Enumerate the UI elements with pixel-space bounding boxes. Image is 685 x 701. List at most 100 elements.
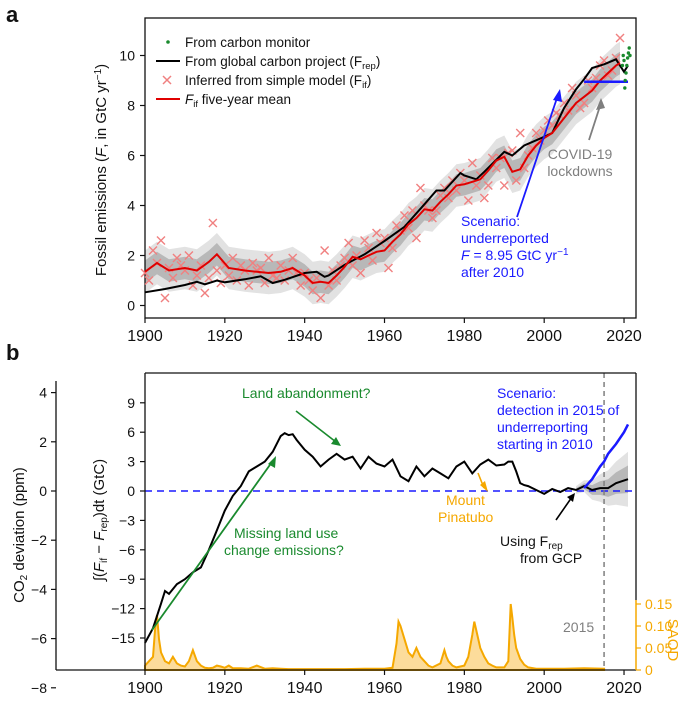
using-sub: rep	[548, 541, 563, 552]
y-tick-label-a: 8	[127, 98, 135, 114]
inferred-point	[224, 271, 234, 280]
carbon-monitor-point	[623, 78, 627, 83]
inferred-point-stroke-b	[435, 191, 445, 200]
gcp-series-line	[144, 58, 629, 294]
y-label-tail: , in GtC yr	[93, 80, 110, 148]
inferred-point-stroke-b	[571, 91, 581, 100]
gtc-tick-label: 0	[127, 483, 135, 499]
x-tick-label-b: 1980	[447, 680, 483, 697]
missing-label-line1: Missing land use	[234, 525, 338, 541]
inferred-point-stroke-b	[224, 271, 234, 280]
inferred-point-stroke-b	[344, 238, 354, 248]
scenario-b-line1: Scenario:	[497, 385, 556, 401]
inferred-point-stroke-b	[459, 176, 469, 185]
inferred-point-stroke-b	[531, 128, 541, 138]
inferred-point	[515, 128, 525, 138]
gtc-tick-label: −9	[119, 571, 135, 587]
inferred-point	[228, 253, 238, 263]
inferred-point	[168, 273, 178, 283]
inferred-point-stroke-b	[368, 256, 378, 265]
inferred-point	[340, 253, 350, 263]
inferred-point-stroke-b	[399, 211, 409, 220]
inferred-point-stroke-b	[491, 163, 501, 173]
carbon-monitor-point	[623, 86, 627, 90]
inferred-point	[212, 266, 222, 275]
gtc-f1: F	[91, 562, 108, 572]
gtc-tick-label: 9	[127, 395, 135, 411]
legend-marker-inferred	[162, 75, 172, 85]
inferred-point	[380, 233, 390, 243]
inferred-point	[391, 221, 401, 230]
y-axis-label-a: Fossil emissions (F, in GtC yr−1)	[93, 64, 111, 276]
inferred-point	[344, 238, 354, 248]
x-tick-label-a: 2000	[526, 328, 562, 345]
land-abandonment-annotation: Land abandonment?	[242, 385, 371, 446]
inferred-point	[312, 273, 322, 283]
inferred-point-stroke-b	[579, 98, 589, 108]
inferred-point-stroke-b	[384, 263, 393, 273]
carbon-monitor-point	[627, 46, 631, 50]
inferred-point-stroke-b	[308, 286, 318, 295]
scenario-a-arrowhead	[553, 89, 562, 102]
inferred-point-stroke-b	[407, 206, 417, 215]
ppm-tick-label: −6	[31, 631, 47, 647]
inferred-point-stroke-b	[519, 163, 529, 173]
inferred-point-stroke-b	[164, 263, 174, 273]
scenario-a-arrow	[516, 94, 559, 218]
inferred-point-stroke-b	[220, 261, 230, 270]
missing-arrow	[151, 461, 273, 631]
legend-inf-tail: )	[367, 73, 372, 88]
inferred-point	[471, 181, 481, 190]
missing-emissions-annotation: Missing land use change emissions?	[151, 456, 344, 631]
inferred-point	[144, 276, 154, 285]
ppm-tick-label: 2	[39, 434, 47, 450]
inferred-point-stroke-b	[296, 281, 306, 290]
covid-arrowhead	[596, 98, 605, 110]
inferred-point	[196, 261, 206, 270]
pinatubo-annotation: Mount Pinatubo	[438, 472, 493, 525]
inferred-point-stroke-b	[144, 276, 154, 285]
inferred-point	[160, 293, 170, 303]
inferred-point	[308, 286, 318, 295]
inferred-point-stroke-b	[148, 246, 158, 255]
scenario-a-line2: underreported	[461, 230, 549, 246]
inferred-point-stroke-b	[256, 263, 266, 273]
inferred-point-stroke-b	[272, 273, 282, 283]
legend-inf-sub: if	[362, 80, 367, 91]
inferred-point	[360, 236, 370, 245]
covid-label-line1: COVID-19	[548, 146, 613, 162]
ppm-tick-label: −4	[31, 581, 47, 597]
inferred-point-stroke-b	[587, 83, 597, 93]
using-label-line2: from GCP	[520, 550, 582, 566]
inferred-point-stroke-b	[563, 106, 573, 115]
inferred-point	[244, 281, 254, 290]
inferred-point-stroke-b	[603, 71, 613, 80]
gtc-tick-label: −12	[111, 601, 135, 617]
x-tick-label-b: 1960	[367, 680, 403, 697]
gtc-sub2: rep	[99, 517, 110, 532]
inferred-point-stroke-b	[252, 266, 262, 275]
inferred-point-stroke-b	[328, 266, 338, 275]
saod-area	[144, 603, 606, 671]
legend-entry-gcp: From global carbon project (Frep)	[185, 54, 380, 72]
carbon-monitor-point	[621, 53, 625, 58]
co2-tail: deviation (ppm)	[11, 467, 28, 575]
scenario-b-line4: starting in 2010	[497, 436, 593, 452]
inferred-point-stroke-b	[276, 261, 286, 270]
x-tick-label-b: 2000	[526, 680, 562, 697]
covid-annotation: COVID-19 lockdowns	[547, 98, 613, 179]
inferred-point-stroke-b	[340, 253, 350, 263]
legend-five-sub: if	[193, 99, 198, 110]
inferred-point	[208, 218, 218, 228]
gtc-tail: )dt (GtC)	[91, 459, 108, 517]
saod-tick-label: 0.05	[645, 640, 672, 656]
legend-gcp-tail: )	[376, 54, 381, 69]
carbon-monitor-point	[626, 51, 631, 55]
gtc-tick-label: −6	[119, 542, 135, 558]
scenario-b-line3: underreporting	[497, 419, 588, 435]
inferred-point-stroke-b	[288, 253, 298, 263]
inferred-point-stroke-b	[244, 281, 254, 290]
legend-entry-fiveyear: Fif five-year mean	[185, 92, 291, 110]
legend-entry-carbon-monitor: From carbon monitor	[185, 35, 311, 50]
